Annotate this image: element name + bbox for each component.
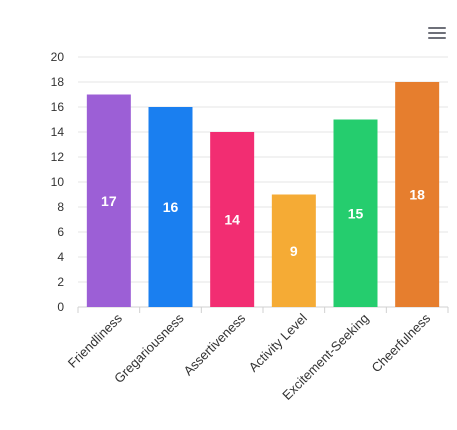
x-tick-label: Activity Level xyxy=(246,310,310,374)
y-tick-label: 14 xyxy=(51,125,65,139)
data-label: 16 xyxy=(163,199,179,215)
x-axis: FriendlinessGregariousnessAssertivenessA… xyxy=(65,307,449,403)
bar-assertiveness[interactable] xyxy=(210,132,255,307)
y-tick-label: 18 xyxy=(51,75,65,89)
data-label: 15 xyxy=(348,205,364,221)
y-tick-label: 8 xyxy=(57,200,64,214)
y-axis: 0 2 4 6 8 10 12 14 16 18 20 xyxy=(51,50,65,314)
bar-activity-level[interactable] xyxy=(271,194,316,308)
y-tick-label: 0 xyxy=(57,300,64,314)
bar-gregariousness[interactable] xyxy=(148,107,193,307)
x-tick-label: Cheerfulness xyxy=(369,310,434,375)
menu-line xyxy=(428,32,446,34)
y-tick-label: 4 xyxy=(57,250,64,264)
menu-line xyxy=(428,37,446,39)
hamburger-menu-icon[interactable] xyxy=(426,24,448,42)
bars xyxy=(86,82,440,308)
y-tick-label: 20 xyxy=(51,50,65,64)
data-label: 9 xyxy=(290,243,298,259)
y-tick-label: 16 xyxy=(51,100,65,114)
bar-friendliness[interactable] xyxy=(86,94,131,308)
y-tick-label: 2 xyxy=(57,275,64,289)
grid-lines xyxy=(78,56,448,308)
y-tick-label: 12 xyxy=(51,150,65,164)
x-tick-label: Assertiveness xyxy=(180,310,248,378)
data-label: 18 xyxy=(409,187,425,203)
x-tick-label: Friendliness xyxy=(65,310,126,371)
data-label: 14 xyxy=(224,212,240,228)
bar-cheerfulness[interactable] xyxy=(395,82,440,307)
data-labels: 17 16 14 9 15 18 xyxy=(101,187,425,259)
menu-line xyxy=(428,27,446,29)
y-tick-label: 10 xyxy=(51,175,65,189)
y-tick-label: 6 xyxy=(57,225,64,239)
bar-excitement-seeking[interactable] xyxy=(333,119,378,308)
data-label: 17 xyxy=(101,193,117,209)
